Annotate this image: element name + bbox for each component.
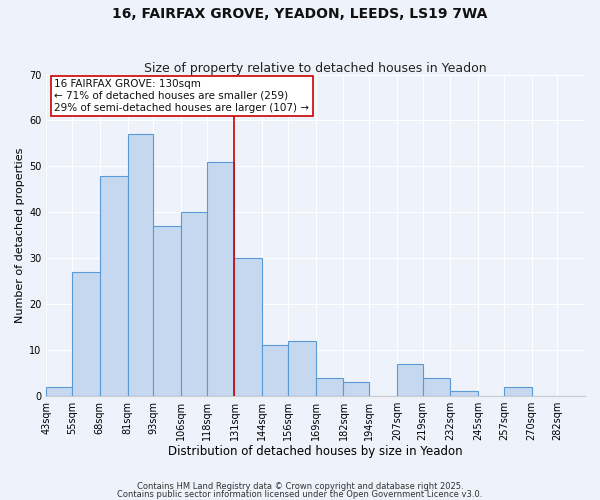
Y-axis label: Number of detached properties: Number of detached properties	[15, 148, 25, 323]
Bar	[100, 176, 128, 396]
Title: Size of property relative to detached houses in Yeadon: Size of property relative to detached ho…	[145, 62, 487, 74]
Text: Contains HM Land Registry data © Crown copyright and database right 2025.: Contains HM Land Registry data © Crown c…	[137, 482, 463, 491]
Bar	[451, 392, 478, 396]
Bar	[235, 258, 262, 396]
Bar	[343, 382, 369, 396]
Text: 16, FAIRFAX GROVE, YEADON, LEEDS, LS19 7WA: 16, FAIRFAX GROVE, YEADON, LEEDS, LS19 7…	[112, 8, 488, 22]
Bar	[316, 378, 343, 396]
Bar	[72, 272, 100, 396]
X-axis label: Distribution of detached houses by size in Yeadon: Distribution of detached houses by size …	[169, 444, 463, 458]
Bar	[181, 212, 206, 396]
Bar	[153, 226, 181, 396]
Bar	[504, 387, 532, 396]
Bar	[206, 162, 235, 396]
Text: 16 FAIRFAX GROVE: 130sqm
← 71% of detached houses are smaller (259)
29% of semi-: 16 FAIRFAX GROVE: 130sqm ← 71% of detach…	[55, 80, 310, 112]
Bar	[128, 134, 153, 396]
Bar	[422, 378, 451, 396]
Bar	[262, 346, 288, 396]
Bar	[288, 341, 316, 396]
Bar	[397, 364, 422, 396]
Text: Contains public sector information licensed under the Open Government Licence v3: Contains public sector information licen…	[118, 490, 482, 499]
Bar	[46, 387, 72, 396]
